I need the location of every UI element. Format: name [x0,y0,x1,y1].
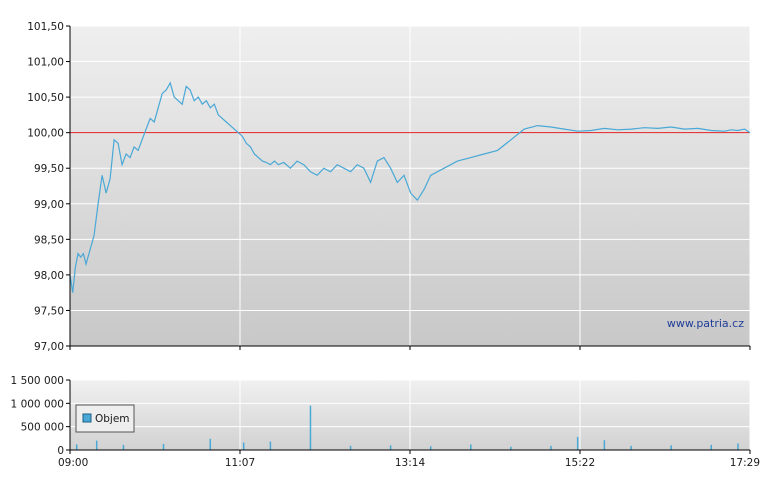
volume-bar [95,440,98,450]
price-series-line [69,81,751,293]
volume-bar [162,443,165,450]
volume-bar [470,444,472,450]
volume-bar [269,441,272,450]
price-y-tick-label: 99,00 [34,199,64,211]
volume-y-tick-label: 0 [57,445,64,457]
volume-bar [122,444,125,450]
price-y-tick-label: 101,00 [27,57,64,69]
volume-bar [242,442,245,450]
volume-y-axis-labels: 0 500 000 1 000 000 1 500 000 [11,375,70,457]
volume-bar [550,445,552,450]
volume-bar [389,445,392,450]
volume-bar [209,438,212,450]
price-x-ticks [69,346,751,350]
volume-y-tick-label: 1 000 000 [11,398,64,410]
price-y-tick-label: 98,50 [34,234,64,246]
volume-bar [630,445,632,450]
watermark-text: www.patria.cz [667,317,744,330]
volume-x-tick-label: 09:00 [58,457,88,469]
volume-x-axis-labels: 09:00 11:07 13:14 15:22 17:29 [58,450,760,469]
price-y-axis-labels: 97,00 97,50 98,00 98,50 99,00 99,50 100,00 100,… [27,21,70,353]
volume-legend: Objem [75,404,135,433]
volume-x-tick-label: 13:14 [395,457,426,469]
volume-y-tick-label: 1 500 000 [11,375,64,387]
volume-bar [75,444,78,450]
price-y-tick-label: 99,50 [34,163,64,175]
volume-bar [710,444,713,450]
price-y-tick-label: 98,00 [34,270,64,282]
volume-bar [670,445,672,450]
price-y-tick-label: 97,50 [34,305,64,317]
volume-bar [349,445,352,450]
volume-bars [75,405,739,450]
volume-bar [309,405,312,450]
legend-swatch [82,413,92,423]
price-y-tick-label: 100,50 [27,92,64,104]
volume-x-tick-label: 17:29 [730,457,760,469]
volume-bar [737,443,739,450]
volume-x-tick-label: 11:07 [225,457,255,469]
volume-bar [576,436,579,450]
volume-y-tick-label: 500 000 [21,422,64,434]
legend-label: Objem [95,413,130,425]
volume-bar [429,446,432,450]
volume-x-tick-label: 15:22 [565,457,595,469]
volume-bar [510,446,512,450]
price-y-tick-label: 101,50 [27,21,64,33]
price-y-tick-label: 100,00 [27,128,64,140]
price-y-tick-label: 97,00 [34,341,64,353]
volume-bar [603,440,606,450]
